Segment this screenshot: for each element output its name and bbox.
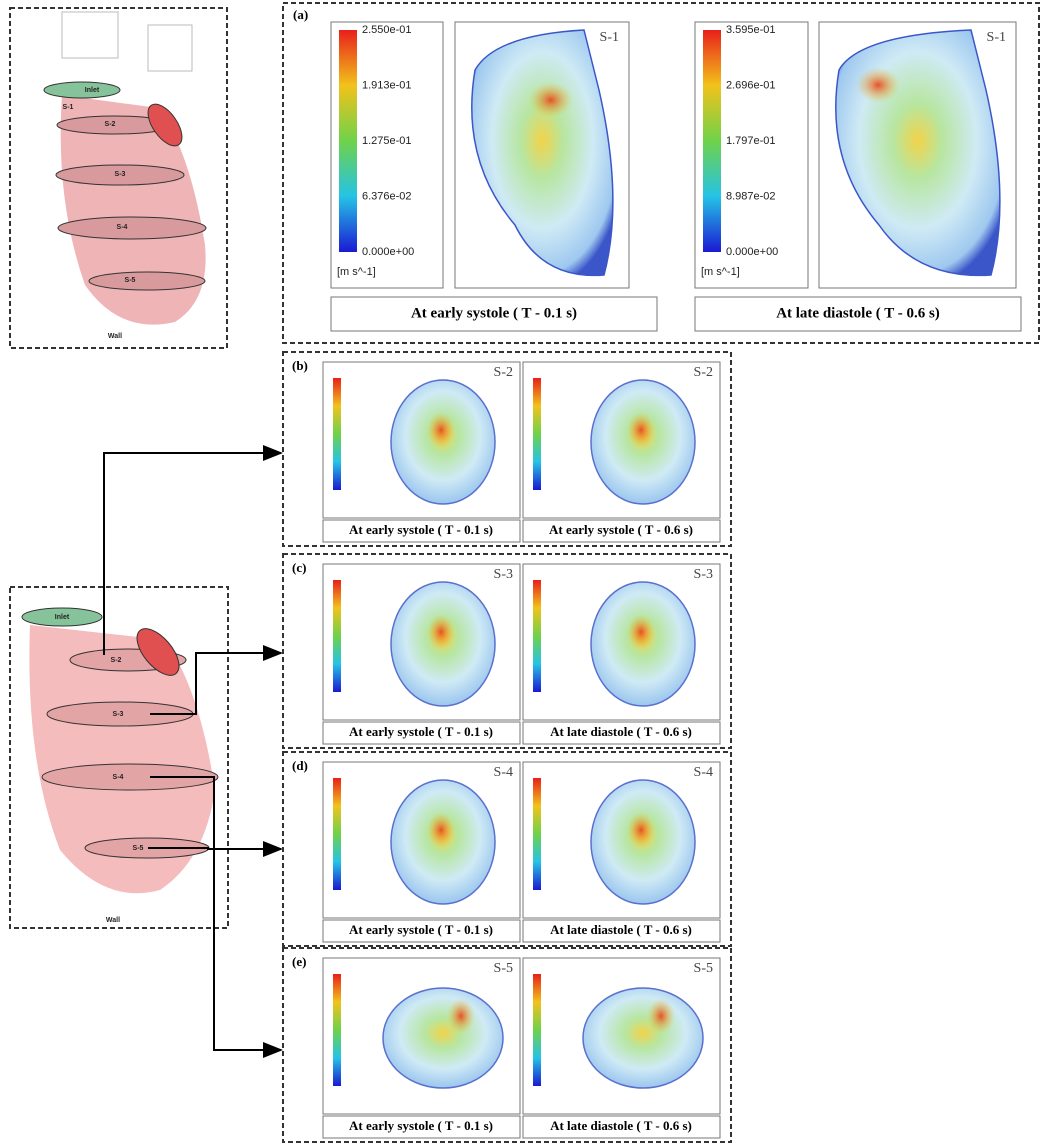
- panel-label: (b): [292, 358, 308, 373]
- inset-plot: [62, 12, 118, 58]
- flow-field: [583, 988, 703, 1088]
- colorbar-tick-label: 0.000e+00: [362, 246, 414, 258]
- colorbar-tick-label: 8.987e-02: [726, 190, 776, 202]
- label: Inlet: [85, 87, 100, 94]
- flow-field: [383, 988, 503, 1088]
- hot-spot: [856, 67, 900, 103]
- colorbar: [333, 778, 341, 890]
- section: [58, 217, 206, 239]
- panel-label: (c): [292, 560, 306, 575]
- hot-spot: [627, 614, 655, 650]
- label: Wall: [108, 333, 122, 340]
- label: S-3: [115, 171, 126, 178]
- colorbar-tick-label: 1.797e-01: [726, 135, 776, 147]
- label: Inlet: [55, 614, 70, 621]
- section-label: S-5: [694, 961, 713, 976]
- panels: (a) 2.550e-01 1.913e-01 1.275e-01 6.376e-02 0…: [283, 3, 1039, 1142]
- label: S-1: [63, 104, 74, 111]
- hot-spot: [447, 998, 475, 1034]
- colorbar: [533, 974, 541, 1086]
- colorbar-unit: [m s^-1]: [701, 266, 740, 278]
- diagram-bottom: Inlet S-2 S-3 S-4 S-5 Wall: [10, 587, 228, 928]
- colorbar: [533, 580, 541, 692]
- figure-canvas: Inlet S-1 S-2 S-3 S-4 S-5 Wall Inlet S-2…: [0, 0, 1042, 1143]
- hot-spot: [627, 812, 655, 848]
- section: [89, 272, 205, 290]
- label: S-2: [105, 121, 116, 128]
- figure: Inlet S-1 S-2 S-3 S-4 S-5 Wall Inlet S-2…: [0, 0, 1042, 1143]
- panel-label: (e): [292, 954, 306, 969]
- colorbar-tick-label: 2.696e-01: [726, 79, 776, 91]
- section-label: S-3: [694, 567, 713, 582]
- caption: At late diastole ( T - 0.6 s): [550, 922, 692, 937]
- colorbar-tick-label: 1.275e-01: [362, 135, 412, 147]
- colorbar: [333, 580, 341, 692]
- caption: At early systole ( T - 0.6 s): [549, 522, 693, 537]
- section-label: S-2: [694, 365, 713, 380]
- label: S-4: [113, 774, 124, 781]
- inlet: [44, 82, 120, 98]
- section-label: S-1: [987, 30, 1006, 45]
- colorbar-tick-label: 0.000e+00: [726, 246, 778, 258]
- label: S-2: [111, 657, 122, 664]
- section-label: S-1: [600, 30, 619, 45]
- colorbar-tick-label: 2.550e-01: [362, 24, 412, 36]
- section-label: S-2: [494, 365, 513, 380]
- caption: At early systole ( T - 0.1 s): [349, 922, 493, 937]
- caption: At late diastole ( T - 0.6 s): [550, 1118, 692, 1133]
- hot-spot: [427, 812, 455, 848]
- colorbar: [339, 30, 357, 252]
- diagram-top: Inlet S-1 S-2 S-3 S-4 S-5 Wall: [10, 8, 227, 348]
- label: Wall: [106, 917, 120, 924]
- colorbar: [703, 30, 721, 252]
- arrow: [104, 453, 281, 655]
- hot-spot: [427, 412, 455, 448]
- colorbar-tick-label: 1.913e-01: [362, 79, 412, 91]
- colorbar: [533, 378, 541, 490]
- hot-spot: [627, 412, 655, 448]
- panel-label: (a): [293, 7, 308, 22]
- section-label: S-5: [494, 961, 513, 976]
- hot-spot: [529, 82, 573, 118]
- caption: At early systole ( T - 0.1 s): [411, 305, 577, 321]
- label: S-5: [133, 845, 144, 852]
- colorbar-unit: [m s^-1]: [337, 266, 376, 278]
- section-label: S-4: [694, 765, 713, 780]
- colorbar-tick-label: 3.595e-01: [726, 24, 776, 36]
- inset-plot: [148, 25, 192, 71]
- label: S-3: [113, 711, 124, 718]
- section-label: S-4: [494, 765, 513, 780]
- colorbar: [333, 974, 341, 1086]
- colorbar-tick-label: 6.376e-02: [362, 190, 412, 202]
- hot-spot: [427, 614, 455, 650]
- label: S-5: [125, 277, 136, 284]
- colorbar: [533, 778, 541, 890]
- caption: At early systole ( T - 0.1 s): [349, 1118, 493, 1133]
- caption: At late diastole ( T - 0.6 s): [776, 305, 940, 321]
- section-label: S-3: [494, 567, 513, 582]
- caption: At early systole ( T - 0.1 s): [349, 522, 493, 537]
- label: S-4: [117, 224, 128, 231]
- panel-label: (d): [292, 758, 308, 773]
- colorbar: [333, 378, 341, 490]
- caption: At early systole ( T - 0.1 s): [349, 724, 493, 739]
- hot-spot: [647, 998, 675, 1034]
- caption: At late diastole ( T - 0.6 s): [550, 724, 692, 739]
